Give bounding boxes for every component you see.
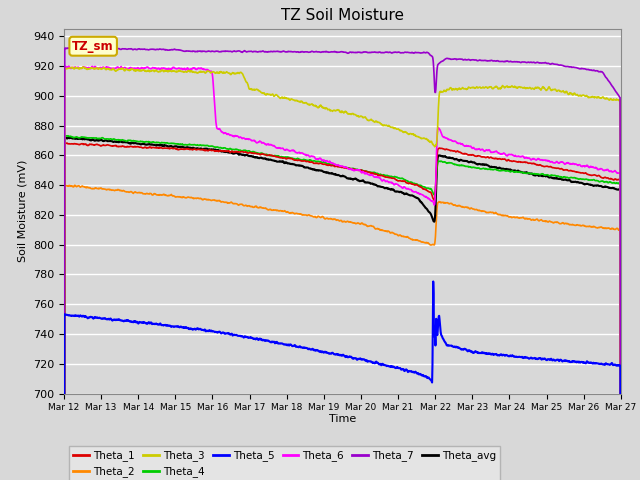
Text: TZ_sm: TZ_sm: [72, 40, 114, 53]
Title: TZ Soil Moisture: TZ Soil Moisture: [281, 9, 404, 24]
Legend: Theta_1, Theta_2, Theta_3, Theta_4, Theta_5, Theta_6, Theta_7, Theta_avg: Theta_1, Theta_2, Theta_3, Theta_4, Thet…: [69, 446, 500, 480]
X-axis label: Time: Time: [329, 414, 356, 424]
Y-axis label: Soil Moisture (mV): Soil Moisture (mV): [17, 160, 28, 263]
